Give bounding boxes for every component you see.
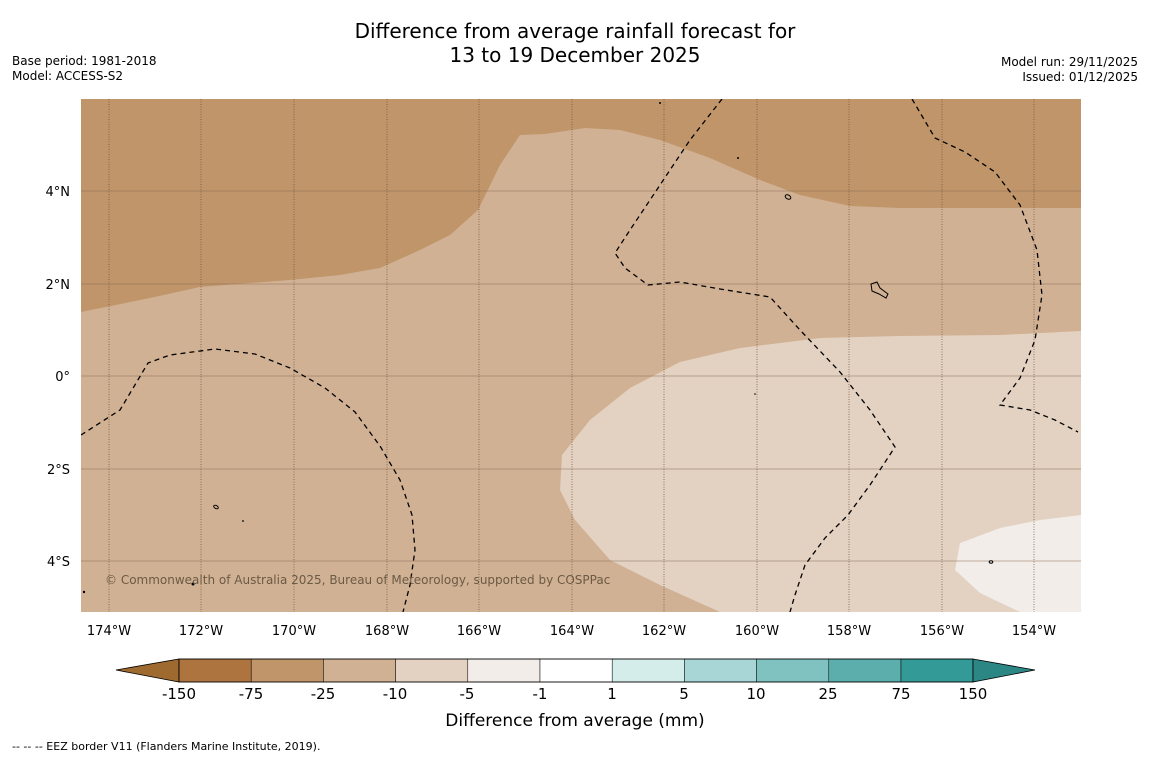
colorbar-cell-5 <box>467 658 541 683</box>
colorbar-tick: 75 <box>891 685 910 703</box>
eez-border-kiribati-east <box>911 99 1079 433</box>
colorbar-cell-3 <box>323 658 396 683</box>
eez-border-kiribati-central <box>614 99 896 612</box>
base-period: Base period: 1981-2018 <box>12 54 157 68</box>
colorbar-tick: 25 <box>818 685 837 703</box>
colorbar-cell-2 <box>250 658 324 683</box>
anomaly-zone-minus25-minus75-west <box>81 99 520 312</box>
model-name: Model: ACCESS-S2 <box>12 69 124 83</box>
island-kiritimati <box>870 281 889 299</box>
lon-label-170w: 170°W <box>272 624 316 639</box>
eez-border-tokelau <box>81 348 416 612</box>
colorbar-tick: 150 <box>959 685 988 703</box>
island-dots <box>82 102 756 594</box>
anomaly-zone-minus1-minus5 <box>955 515 1081 612</box>
metadata-right: Model run: 29/11/2025 Issued: 01/12/2025 <box>1001 55 1138 85</box>
latitude-gridlines <box>81 190 1081 562</box>
lon-label-166w: 166°W <box>457 624 501 639</box>
colorbar-cell-11 <box>900 658 974 683</box>
island-dot-6 <box>754 393 756 395</box>
title-line-1: Difference from average rainfall forecas… <box>354 19 796 43</box>
model-run: Model run: 29/11/2025 <box>1000 55 1138 69</box>
colorbar-tick: -1 <box>533 685 548 703</box>
metadata-left: Base period: 1981-2018 Model: ACCESS-S2 <box>12 54 157 84</box>
island-teraina <box>784 194 792 200</box>
rainfall-anomaly-field: © Commonwealth of Australia 2025, Bureau… <box>81 99 1081 612</box>
lon-label-156w: 156°W <box>920 624 964 639</box>
lon-label-174w: 174°W <box>87 624 131 639</box>
colorbar-cell-7 <box>611 658 685 683</box>
lon-label-154w: 154°W <box>1012 624 1056 639</box>
island-dot-2 <box>737 157 739 159</box>
lon-label-168w: 168°W <box>365 624 409 639</box>
lon-label-164w: 164°W <box>550 624 594 639</box>
colorbar-cell-6 <box>539 658 613 683</box>
lat-label-2s: 2°S <box>47 463 70 478</box>
colorbar-cell-10 <box>828 658 902 683</box>
colorbar-cell-8 <box>684 658 757 683</box>
colorbar-cell-1 <box>178 658 252 683</box>
colorbar-tick: 5 <box>679 685 689 703</box>
colorbar-tick: -150 <box>162 685 196 703</box>
colorbar-cells <box>178 658 974 683</box>
islands <box>213 194 994 564</box>
island-dot-3 <box>242 520 244 522</box>
colorbar-tick: -25 <box>311 685 336 703</box>
anomaly-zone-minus5-minus10 <box>560 331 1081 612</box>
colorbar-over-triangle <box>972 658 1036 683</box>
island-dot-1 <box>659 102 661 104</box>
lon-label-158w: 158°W <box>827 624 871 639</box>
colorbar-tick: 10 <box>746 685 765 703</box>
map-title: Difference from average rainfall forecas… <box>0 19 1150 67</box>
latitude-labels: 4°N 2°N 0° 2°S 4°S <box>46 185 71 570</box>
island-caroline <box>988 560 994 564</box>
anomaly-zone-minus25-minus75-north <box>520 99 1081 208</box>
lat-label-4n: 4°N <box>46 185 71 200</box>
eez-footnote: -- -- -- EEZ border V11 (Flanders Marine… <box>12 740 321 753</box>
longitude-labels: 174°W 172°W 170°W 168°W 166°W 164°W 162°… <box>87 624 1056 639</box>
longitude-gridlines <box>108 99 1035 612</box>
lon-label-160w: 160°W <box>735 624 779 639</box>
copyright-notice: © Commonwealth of Australia 2025, Bureau… <box>105 573 610 587</box>
colorbar-cell-9 <box>756 658 830 683</box>
colorbar-tick: 1 <box>607 685 617 703</box>
colorbar-tick: -75 <box>239 685 264 703</box>
island-dot-4 <box>191 582 195 586</box>
colorbar-tick: -10 <box>383 685 408 703</box>
colorbar: -150 -75 -25 -10 -5 -1 1 5 10 25 75 150 … <box>115 658 1036 731</box>
colorbar-title: Difference from average (mm) <box>445 711 704 731</box>
lat-label-2n: 2°N <box>46 278 71 293</box>
lon-label-172w: 172°W <box>179 624 223 639</box>
island-swains <box>213 504 219 510</box>
lon-label-162w: 162°W <box>642 624 686 639</box>
eez-borders <box>81 99 1079 612</box>
colorbar-ticks: -150 -75 -25 -10 -5 -1 1 5 10 25 75 150 <box>162 685 987 703</box>
colorbar-tick: -5 <box>460 685 475 703</box>
colorbar-cell-4 <box>395 658 469 683</box>
island-dot-5 <box>82 590 86 594</box>
title-line-2: 13 to 19 December 2025 <box>449 43 701 67</box>
issued-date: Issued: 01/12/2025 <box>1022 70 1138 84</box>
lat-label-0: 0° <box>55 370 70 385</box>
lat-label-4s: 4°S <box>47 555 70 570</box>
colorbar-under-triangle <box>115 658 180 683</box>
